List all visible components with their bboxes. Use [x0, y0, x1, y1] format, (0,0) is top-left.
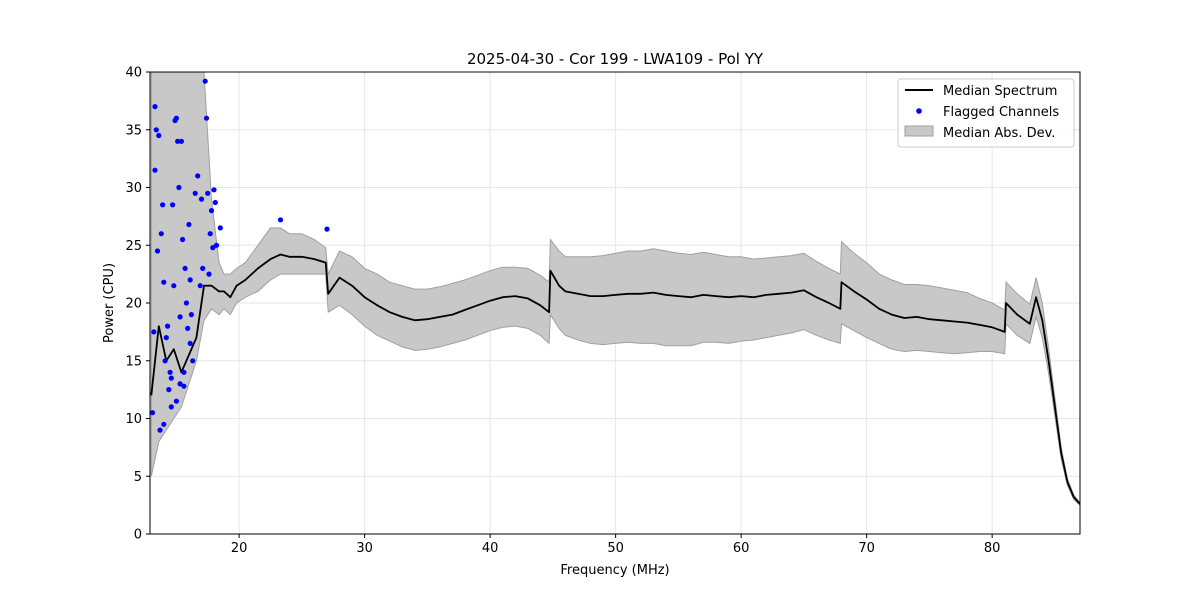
flagged-channel-point [206, 271, 212, 277]
flagged-channel-point [166, 387, 172, 393]
flagged-channel-point [210, 245, 216, 251]
y-tick-label: 40 [125, 66, 142, 81]
flagged-channel-point [163, 335, 169, 341]
flagged-channel-point [187, 340, 193, 346]
flagged-channel-point [187, 277, 193, 283]
flagged-channel-point [176, 184, 182, 191]
x-tick-label: 80 [984, 541, 1001, 556]
flagged-channel-point [181, 383, 187, 389]
flagged-channel-point [188, 312, 194, 318]
flagged-channel-point [200, 265, 206, 271]
legend-label-mad: Median Abs. Dev. [943, 126, 1055, 141]
flagged-channel-point [197, 283, 203, 289]
flagged-channel-point [157, 427, 163, 433]
y-tick-label: 20 [125, 297, 142, 312]
legend-dot-swatch [916, 108, 922, 114]
flagged-channel-point [203, 115, 210, 121]
y-tick-label: 15 [125, 354, 142, 369]
flagged-channel-point [170, 202, 176, 208]
flagged-channel-point [173, 115, 179, 121]
flagged-channel-point [208, 208, 215, 214]
mad-band [150, 72, 1080, 506]
flagged-channel-point [213, 242, 220, 248]
flagged-channel-point [182, 265, 188, 271]
flagged-channel-point [173, 398, 179, 404]
flagged-channel-point [277, 217, 284, 223]
flagged-channel-point [161, 421, 167, 427]
flagged-channels [150, 78, 330, 433]
median-spectrum [150, 253, 1080, 505]
legend-band-swatch [904, 125, 934, 137]
y-axis-label: Power (CPU) [102, 263, 117, 343]
legend-label-flagged: Flagged Channels [943, 105, 1059, 120]
median-spectrum-line [150, 253, 1080, 505]
x-axis-ticks: 20 30 40 50 60 70 80 [231, 534, 1001, 556]
flagged-channel-point [158, 231, 164, 237]
flagged-channel-point [178, 138, 184, 144]
chart-title: 2025-04-30 - Cor 199 - LWA109 - Pol YY [467, 50, 764, 68]
flagged-channel-point [165, 323, 171, 329]
flagged-channel-point [168, 375, 174, 381]
x-tick-label: 20 [231, 541, 248, 556]
flagged-channel-point [211, 187, 217, 193]
flagged-channel-point [160, 202, 166, 208]
x-tick-label: 30 [356, 541, 373, 556]
flagged-channel-point [181, 369, 187, 375]
flagged-channel-point [152, 104, 158, 110]
x-tick-label: 50 [607, 541, 624, 556]
flagged-channel-point [153, 127, 159, 133]
flagged-channel-point [156, 132, 162, 139]
flagged-channel-point [205, 190, 211, 196]
mad-band-area [150, 72, 1080, 506]
flagged-channel-point [183, 300, 189, 306]
flagged-channel-point [168, 404, 174, 410]
flagged-channel-point [177, 381, 183, 387]
x-tick-label: 70 [858, 541, 875, 556]
y-tick-label: 25 [125, 239, 142, 254]
flagged-channel-point [195, 173, 201, 179]
x-tick-label: 60 [733, 541, 750, 556]
x-axis-label: Frequency (MHz) [560, 563, 669, 578]
flagged-channel-point [212, 199, 218, 206]
flagged-channel-point [198, 196, 205, 202]
flagged-channel-point [171, 283, 177, 289]
flagged-channel-point [186, 221, 192, 228]
x-tick-label: 40 [482, 541, 499, 556]
flagged-channel-point [180, 236, 186, 243]
flagged-channel-point [207, 231, 213, 237]
y-tick-label: 30 [125, 181, 142, 196]
y-tick-label: 0 [134, 528, 142, 543]
flagged-channel-point [161, 279, 167, 285]
flagged-channel-point [177, 314, 183, 320]
legend-box [897, 78, 1075, 148]
flagged-channel-point [154, 248, 161, 254]
flagged-channel-point [151, 329, 157, 335]
y-tick-label: 35 [125, 123, 142, 138]
flagged-channel-point [167, 369, 173, 375]
y-tick-label: 5 [134, 470, 142, 485]
flagged-channel-point [152, 167, 158, 173]
legend-label-median: Median Spectrum [943, 84, 1057, 99]
flagged-channel-point [185, 325, 191, 331]
flagged-channel-point [202, 78, 208, 84]
flagged-channel-point [175, 138, 181, 144]
flagged-channel-point [324, 226, 330, 232]
y-tick-label: 10 [125, 412, 142, 427]
y-axis-ticks: 0 5 10 15 20 25 30 35 40 [125, 66, 150, 543]
flagged-channel-point [190, 358, 196, 364]
flagged-channel-point [192, 190, 198, 196]
flagged-channel-point [162, 358, 168, 364]
flagged-channel-point [217, 225, 223, 231]
flagged-channel-point [150, 410, 156, 416]
legend: Median Spectrum Flagged Channels Median … [897, 78, 1075, 148]
